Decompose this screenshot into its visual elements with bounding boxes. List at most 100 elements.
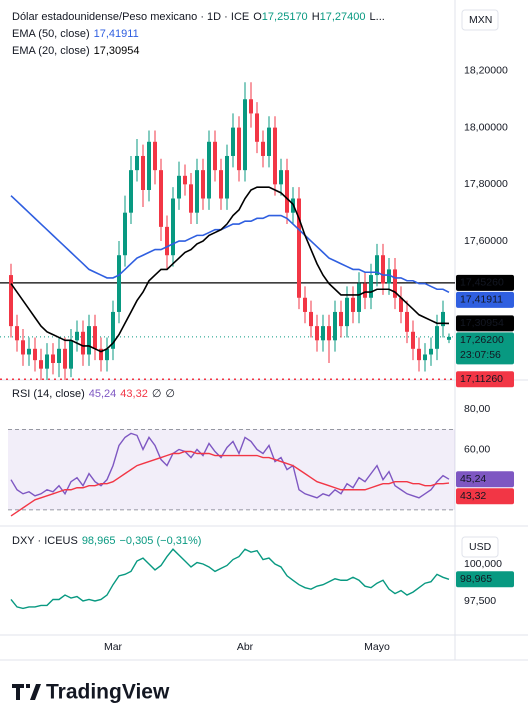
price-label: 43,32 [460, 490, 486, 502]
y-tick-label: 17,60000 [464, 235, 508, 247]
legend-text: DXY · ICEUS [12, 535, 78, 547]
candle-body [423, 354, 427, 361]
candle-body [357, 283, 361, 312]
legend-text: O [253, 11, 262, 23]
legend-line: EMA (50, close) 17,41911 [12, 28, 139, 40]
candle-body [237, 127, 241, 171]
legend-text: 43,32 [120, 388, 148, 400]
candle-body [225, 155, 229, 199]
y-tick-label: 80,00 [464, 403, 490, 415]
candle-body [33, 348, 37, 361]
candle-body [141, 155, 145, 190]
candle-body [123, 212, 127, 256]
candle-body [99, 348, 103, 361]
brand-name: TradingView [46, 681, 170, 704]
y-tick-label: 18,00000 [464, 121, 508, 133]
candle-body [249, 99, 253, 114]
price-label-box [456, 291, 514, 308]
candle-body [201, 170, 205, 199]
candle-body [105, 348, 109, 361]
candle-body [51, 354, 55, 363]
candle-body [297, 198, 301, 298]
candle-body [327, 326, 331, 341]
series-line [10, 450, 450, 517]
candle-body [321, 326, 325, 341]
candle-body [399, 297, 403, 312]
series-line [10, 186, 450, 353]
candle-body [159, 170, 163, 227]
currency-label: USD [469, 541, 492, 553]
price-label-box [456, 371, 514, 388]
legend-text: 17,30954 [94, 45, 140, 57]
candle-body [45, 354, 49, 369]
candle-body [441, 311, 445, 327]
candle-body [279, 170, 283, 185]
candle-body [147, 141, 151, 190]
candle-body [219, 170, 223, 199]
candle-body [339, 311, 343, 327]
x-tick-label: Mar [104, 641, 123, 653]
y-tick-label: 18,20000 [464, 65, 508, 77]
currency-label: MXN [469, 14, 492, 26]
candle-body [387, 269, 391, 284]
price-label: 17,11260 [460, 373, 503, 385]
candle-body [303, 297, 307, 312]
candle-body [267, 127, 271, 156]
candle-body [75, 331, 79, 341]
price-label: 45,24 [460, 473, 486, 485]
candle-body [69, 340, 73, 369]
legend-text: L... [370, 11, 385, 23]
series-line [10, 195, 450, 294]
candle-body [243, 99, 247, 171]
candle-body [345, 297, 349, 327]
candle-body [273, 127, 277, 185]
candle-body [93, 326, 97, 349]
legend-line: RSI (14, close) 45,24 43,32 ∅ ∅ [12, 388, 175, 400]
legend-text: 98,965 [82, 535, 116, 547]
price-label: 23:07:56 [460, 349, 501, 361]
brand-logo[interactable]: TradingView [12, 681, 170, 704]
candle-body [309, 311, 313, 327]
candle-body [87, 326, 91, 355]
price-label-box [456, 471, 514, 488]
legend-line: EMA (20, close) 17,30954 [12, 45, 140, 57]
legend-text: H [312, 11, 320, 23]
legend-line: DXY · ICEUS 98,965 −0,305 (−0,31%) [12, 535, 201, 547]
legend-line: Dólar estadounidense/Peso mexicano · 1D … [12, 11, 385, 23]
logo-icon [12, 684, 41, 700]
candle-body [9, 275, 13, 327]
candle-body [27, 348, 31, 355]
currency-box [461, 536, 499, 558]
candle-body [429, 348, 433, 355]
candle-body [195, 170, 199, 213]
price-label-box [456, 571, 514, 588]
candle-body [165, 226, 169, 256]
legend-text: −0,305 (−0,31%) [119, 535, 201, 547]
candle-body [117, 255, 121, 312]
candle-body [213, 141, 217, 171]
legend-text: ∅ [152, 388, 162, 400]
currency-box [461, 9, 499, 31]
candle-body [417, 348, 421, 361]
legend-text: ∅ [165, 388, 175, 400]
y-tick-label: 17,80000 [464, 178, 508, 190]
legend-text: EMA (50, close) [12, 28, 90, 40]
series-line [10, 548, 450, 610]
legend-text: 45,24 [89, 388, 117, 400]
candle-body [411, 331, 415, 349]
price-label-box [456, 488, 514, 505]
candle-body [285, 170, 289, 213]
price-label: 17,26200 [460, 334, 504, 346]
price-label-box [456, 332, 514, 365]
legend-text: 17,25170 [262, 11, 308, 23]
candle-body [405, 311, 409, 332]
candle-body [189, 184, 193, 213]
candle-body [351, 297, 355, 312]
candle-body [21, 340, 25, 355]
candle-body [153, 141, 157, 171]
y-tick-label: 100,000 [464, 558, 502, 570]
candle-body [381, 255, 385, 284]
price-label-box [456, 315, 514, 332]
price-label: 98,965 [460, 573, 492, 585]
